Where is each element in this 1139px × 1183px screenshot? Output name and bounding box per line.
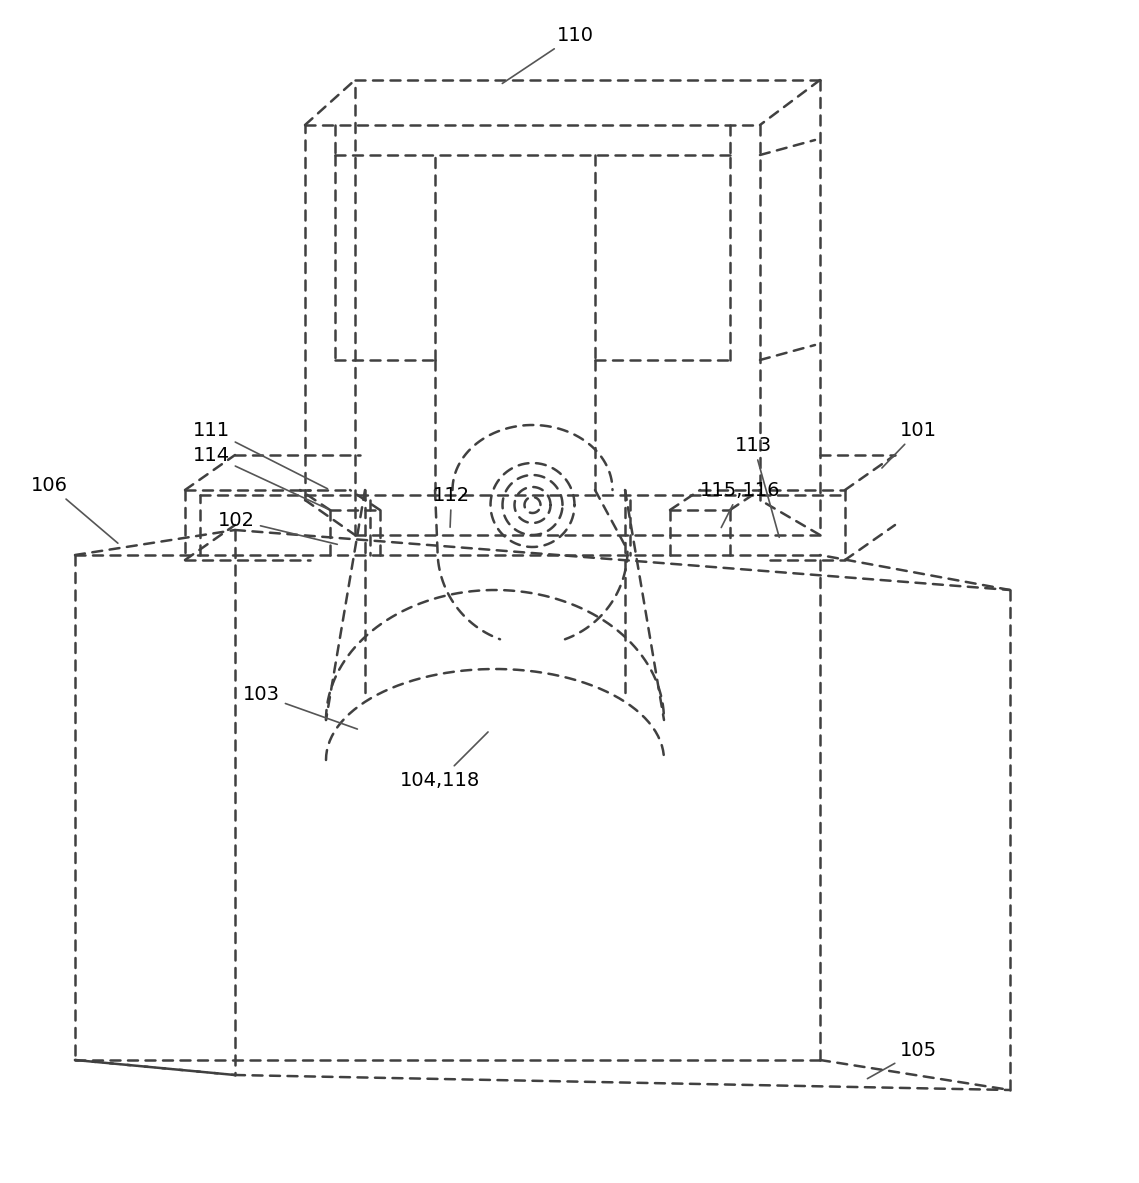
Text: 110: 110 (502, 26, 593, 84)
Text: 112: 112 (433, 485, 470, 528)
Text: 102: 102 (218, 511, 337, 544)
Text: 106: 106 (31, 476, 117, 543)
Text: 113: 113 (735, 435, 779, 537)
Text: 114: 114 (192, 446, 328, 509)
Text: 111: 111 (192, 420, 328, 489)
Text: 104,118: 104,118 (400, 732, 487, 789)
Text: 115,116: 115,116 (700, 480, 780, 528)
Text: 105: 105 (868, 1041, 937, 1079)
Text: 101: 101 (882, 420, 937, 468)
Text: 103: 103 (243, 685, 358, 729)
